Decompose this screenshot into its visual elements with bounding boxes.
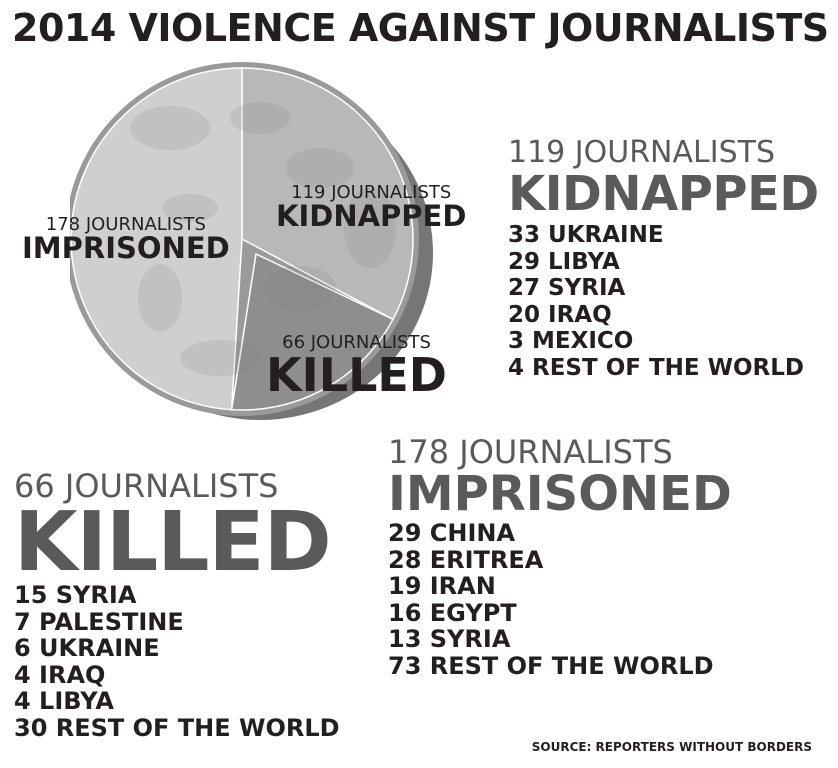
imprisoned-breakdown: 178 JOURNALISTS IMPRISONED 29 CHINA 28 E… [388,436,732,679]
pie-label-imprisoned: 178 JOURNALISTS IMPRISONED [22,216,230,263]
list-item: 27 SYRIA [508,275,626,301]
list-item: 16 EGYPT [388,598,517,627]
list-item: 6 UKRAINE [14,634,160,662]
killed-list: 15 SYRIA 7 PALESTINE 6 UKRAINE 4 IRAQ 4 … [14,582,340,741]
killed-breakdown: 66 JOURNALISTS KILLED 15 SYRIA 7 PALESTI… [14,470,340,741]
pie-label-killed: 66 JOURNALISTS KILLED [266,332,447,402]
imprisoned-list: 29 CHINA 28 ERITREA 19 IRAN 16 EGYPT 13 … [388,520,732,679]
pie-slice-kidnapped [241,67,414,321]
imprisoned-count: 178 JOURNALISTS [388,433,673,471]
chart-title: 2014 VIOLENCE AGAINST JOURNALISTS [12,6,829,50]
pie-slice-imprisoned [70,67,243,411]
continent-shape [138,264,182,332]
continent-shape [180,340,260,376]
list-item: 4 LIBYA [14,687,114,715]
list-item: 4 IRAQ [14,660,106,689]
pie-label-killed-count: 66 JOURNALISTS [282,332,431,353]
pie-label-kidnapped-count: 119 JOURNALISTS [291,182,452,203]
continent-shape [344,188,396,268]
pie-slice-killed [230,252,394,411]
list-item: 13 SYRIA [388,625,511,653]
list-item: 15 SYRIA [14,581,137,609]
kidnapped-count: 119 JOURNALISTS [508,135,775,170]
kidnapped-heading: KIDNAPPED [508,166,819,222]
continent-shape [286,148,354,188]
list-item: 30 REST OF THE WORLD [14,713,340,742]
imprisoned-heading: IMPRISONED [388,466,732,522]
continent-shape [264,266,336,310]
kidnapped-breakdown: 119 JOURNALISTS KIDNAPPED 33 UKRAINE 29 … [508,138,819,381]
pie-label-imprisoned-count: 178 JOURNALISTS [45,214,206,235]
list-item: 29 LIBYA [508,248,620,275]
list-item: 3 MEXICO [508,328,634,354]
pie-svg [70,62,433,420]
list-item: 33 UKRAINE [508,222,664,248]
pie-label-imprisoned-name: IMPRISONED [22,231,230,265]
kidnapped-list: 33 UKRAINE 29 LIBYA 27 SYRIA 20 IRAQ 3 M… [508,222,819,381]
pie-label-kidnapped-name: KIDNAPPED [276,199,467,233]
continent-shape [162,194,218,222]
killed-count: 66 JOURNALISTS [14,467,279,505]
globe-pie-chart: 178 JOURNALISTS IMPRISONED 119 JOURNALIS… [22,58,470,438]
continent-shape [130,106,210,150]
list-item: 20 IRAQ [508,301,612,328]
pie-label-kidnapped: 119 JOURNALISTS KIDNAPPED [276,184,466,231]
pie-label-killed-name: KILLED [266,348,447,402]
list-item: 4 REST OF THE WORLD [508,354,805,381]
list-item: 7 PALESTINE [14,607,184,636]
list-item: 29 CHINA [388,519,516,547]
list-item: 73 REST OF THE WORLD [388,651,714,680]
continent-shape [230,102,290,134]
list-item: 28 ERITREA [388,545,544,574]
list-item: 19 IRAN [388,572,496,600]
source-note: SOURCE: REPORTERS WITHOUT BORDERS [531,740,812,754]
killed-heading: KILLED [14,495,332,590]
